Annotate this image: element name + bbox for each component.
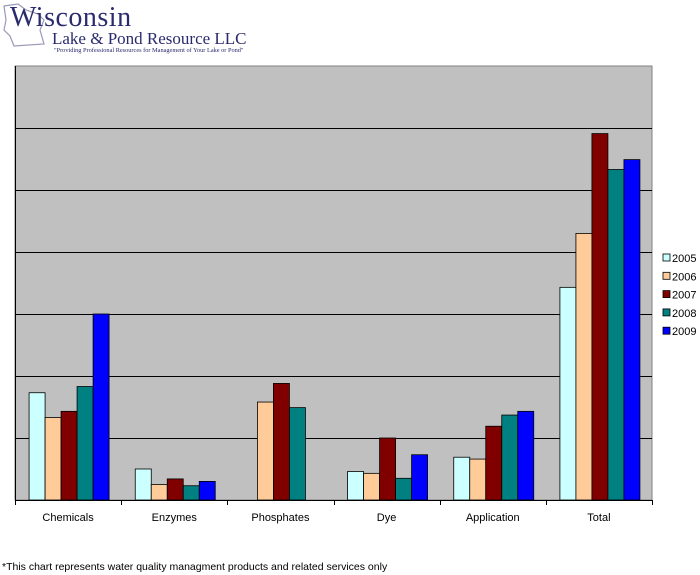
x-tick-label: Enzymes [152, 512, 198, 524]
bar-2006-application [469, 458, 487, 501]
bar-2005-chemicals [28, 392, 46, 501]
bar-2007-enzymes [166, 478, 184, 501]
bar-2007-chemicals [60, 410, 78, 501]
legend-label-2008: 2008 [672, 308, 696, 320]
bar-2008-phosphates [289, 407, 306, 501]
bar-2006-enzymes [150, 484, 168, 501]
footnote: *This chart represents water quality man… [2, 561, 388, 573]
wisconsin-outline-icon [3, 3, 45, 47]
x-tick-label: Dye [377, 512, 397, 524]
legend-swatch-2008 [662, 308, 671, 317]
legend-swatch-2006 [662, 271, 671, 280]
bar-2005-total [559, 286, 577, 501]
bar-2009-enzymes [198, 480, 216, 501]
bar-2009-total [623, 159, 641, 501]
legend-label-2009: 2009 [672, 326, 696, 338]
bar-2008-enzymes [182, 485, 200, 501]
bar-2005-enzymes [134, 468, 152, 501]
logo-tagline: "Providing Professional Resources for Ma… [54, 47, 244, 54]
logo-name: Wisconsin [10, 2, 132, 33]
bar-2007-dye [379, 437, 396, 501]
x-tick-label: Phosphates [251, 512, 310, 524]
x-tick-label: Chemicals [42, 512, 94, 524]
bar-2005-application [453, 456, 471, 501]
legend-label-2006: 2006 [672, 271, 696, 283]
x-tick-label: Total [587, 512, 610, 524]
bar-2005-dye [347, 471, 364, 501]
legend-swatch-2009 [662, 326, 671, 335]
legend-label-2007: 2007 [672, 290, 696, 302]
x-tick-label: Application [466, 512, 520, 524]
bar-2007-phosphates [273, 383, 290, 501]
legend-swatch-2007 [662, 290, 671, 299]
bar-2006-total [575, 232, 593, 501]
bar-2006-phosphates [257, 401, 274, 501]
legend-label-2005: 2005 [672, 253, 696, 265]
bar-2006-dye [363, 472, 380, 501]
bar-2009-dye [411, 454, 428, 501]
bar-2008-chemicals [76, 386, 94, 501]
bar-2007-total [591, 133, 609, 501]
plot-area [14, 65, 653, 501]
bar-2007-application [485, 425, 503, 501]
bar-2009-application [517, 410, 535, 501]
logo-company: Lake & Pond Resource LLC [52, 29, 247, 48]
bar-2009-chemicals [92, 313, 110, 501]
company-logo: Wisconsin Lake & Pond Resource LLC "Prov… [0, 0, 250, 60]
bar-2008-total [607, 169, 625, 501]
bar-2006-chemicals [44, 417, 62, 501]
bar-2008-dye [395, 477, 412, 501]
legend-swatch-2005 [662, 253, 671, 262]
bar-2008-application [501, 414, 519, 501]
